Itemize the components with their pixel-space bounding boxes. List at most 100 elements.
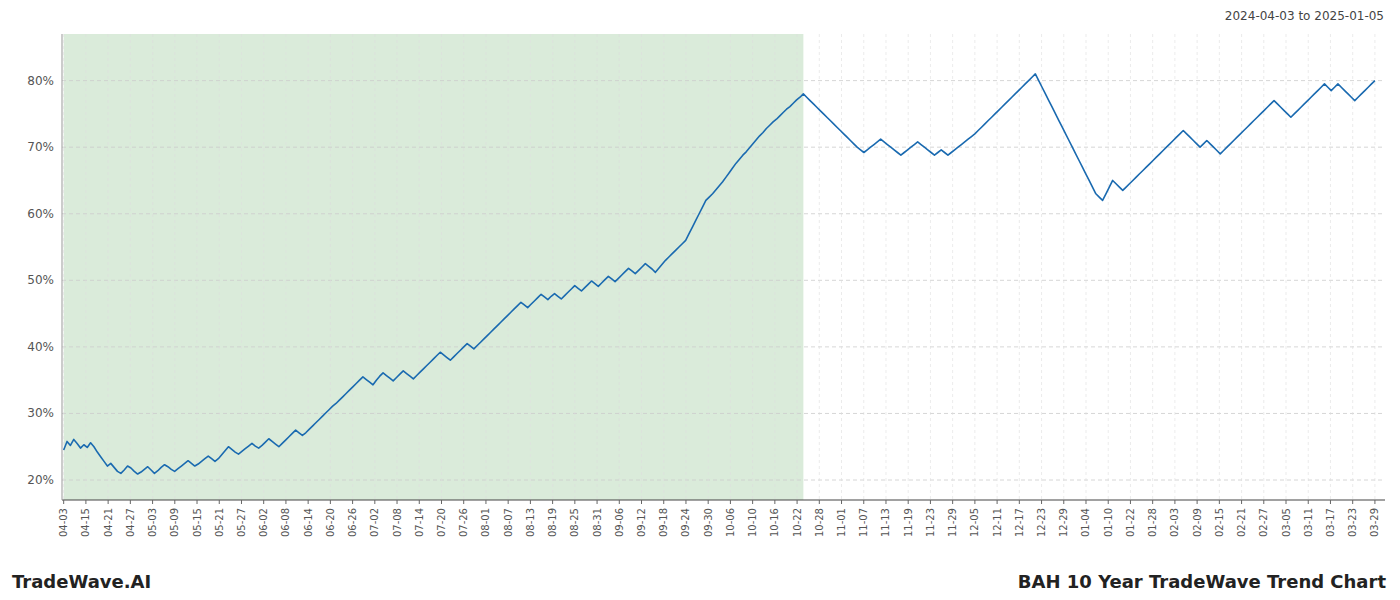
subtitle: 2024-04-03 to 2025-01-05	[1225, 9, 1384, 23]
x-grid-line	[1374, 34, 1375, 500]
x-tick	[508, 500, 509, 504]
x-tick-label: 05-09	[169, 508, 180, 537]
x-tick	[152, 500, 153, 504]
x-tick-label: 06-26	[347, 508, 358, 537]
x-tick	[841, 500, 842, 504]
x-grid-line	[1019, 34, 1020, 500]
x-grid-line	[1108, 34, 1109, 500]
y-grid-line	[62, 147, 1385, 148]
x-grid-line	[574, 34, 575, 500]
y-tick-label: 20%	[27, 473, 54, 487]
x-grid-line	[374, 34, 375, 500]
x-tick	[63, 500, 64, 504]
x-tick-label: 09-12	[636, 508, 647, 537]
x-tick	[819, 500, 820, 504]
y-tick-label: 30%	[27, 406, 54, 420]
x-grid-line	[997, 34, 998, 500]
y-grid-line	[62, 413, 1385, 414]
x-grid-line	[85, 34, 86, 500]
x-tick-label: 08-19	[547, 508, 558, 537]
x-grid-line	[508, 34, 509, 500]
x-tick-label: 12-17	[1014, 508, 1025, 537]
x-grid-line	[774, 34, 775, 500]
x-tick	[1374, 500, 1375, 504]
x-tick	[708, 500, 709, 504]
x-grid-line	[1286, 34, 1287, 500]
x-tick-label: 05-21	[214, 508, 225, 537]
x-tick-label: 09-24	[680, 508, 691, 537]
x-tick-label: 05-03	[147, 508, 158, 537]
x-grid-line	[1063, 34, 1064, 500]
x-tick-label: 11-07	[858, 508, 869, 537]
x-tick	[108, 500, 109, 504]
x-tick-label: 07-26	[458, 508, 469, 537]
y-tick-label: 80%	[27, 74, 54, 88]
x-tick-label: 08-31	[592, 508, 603, 537]
y-grid-line	[62, 280, 1385, 281]
grid	[62, 34, 1385, 500]
x-tick-label: 03-17	[1325, 508, 1336, 537]
x-tick-label: 12-05	[969, 508, 980, 537]
x-tick-label: 04-15	[80, 508, 91, 537]
x-tick-label: 07-20	[436, 508, 447, 537]
x-grid-line	[797, 34, 798, 500]
x-grid-line	[730, 34, 731, 500]
x-tick-label: 03-23	[1347, 508, 1358, 537]
series-line	[64, 74, 1375, 474]
x-tick	[241, 500, 242, 504]
x-grid-line	[419, 34, 420, 500]
x-tick	[485, 500, 486, 504]
x-grid-line	[1241, 34, 1242, 500]
x-tick-label: 09-18	[658, 508, 669, 537]
y-grid-line	[62, 346, 1385, 347]
x-tick	[1219, 500, 1220, 504]
axes: 20%30%40%50%60%70%80%04-0304-1504-2104-2…	[27, 34, 1385, 537]
x-grid-line	[1352, 34, 1353, 500]
x-tick	[1041, 500, 1042, 504]
x-tick	[974, 500, 975, 504]
x-tick-label: 04-21	[103, 508, 114, 537]
x-grid-line	[974, 34, 975, 500]
x-tick-label: 01-22	[1125, 508, 1136, 537]
x-grid-line	[1330, 34, 1331, 500]
x-tick-label: 11-01	[836, 508, 847, 537]
x-grid-line	[1219, 34, 1220, 500]
x-tick	[1263, 500, 1264, 504]
x-grid-line	[752, 34, 753, 500]
y-grid-line	[62, 480, 1385, 481]
x-grid-line	[885, 34, 886, 500]
x-grid-line	[841, 34, 842, 500]
x-grid-line	[1085, 34, 1086, 500]
x-tick	[441, 500, 442, 504]
x-grid-line	[219, 34, 220, 500]
x-tick	[308, 500, 309, 504]
x-tick	[930, 500, 931, 504]
x-tick-label: 10-28	[814, 508, 825, 537]
x-tick	[752, 500, 753, 504]
x-tick-label: 12-23	[1036, 508, 1047, 537]
x-grid-line	[241, 34, 242, 500]
x-tick	[1197, 500, 1198, 504]
x-grid-line	[108, 34, 109, 500]
x-grid-line	[1152, 34, 1153, 500]
x-tick	[330, 500, 331, 504]
x-tick	[397, 500, 398, 504]
x-tick-label: 11-23	[925, 508, 936, 537]
x-tick-label: 12-29	[1058, 508, 1069, 537]
x-tick-label: 01-10	[1103, 508, 1114, 537]
x-tick-label: 12-11	[992, 508, 1003, 537]
x-grid-line	[285, 34, 286, 500]
x-tick	[774, 500, 775, 504]
x-tick-label: 01-28	[1147, 508, 1158, 537]
x-tick-label: 09-30	[703, 508, 714, 537]
x-tick-label: 04-27	[125, 508, 136, 537]
x-tick	[663, 500, 664, 504]
x-tick	[1241, 500, 1242, 504]
x-tick	[641, 500, 642, 504]
x-tick	[1174, 500, 1175, 504]
y-tick-label: 70%	[27, 140, 54, 154]
x-tick	[530, 500, 531, 504]
x-tick-label: 05-27	[236, 508, 247, 537]
x-grid-line	[552, 34, 553, 500]
x-tick-label: 08-13	[525, 508, 536, 537]
